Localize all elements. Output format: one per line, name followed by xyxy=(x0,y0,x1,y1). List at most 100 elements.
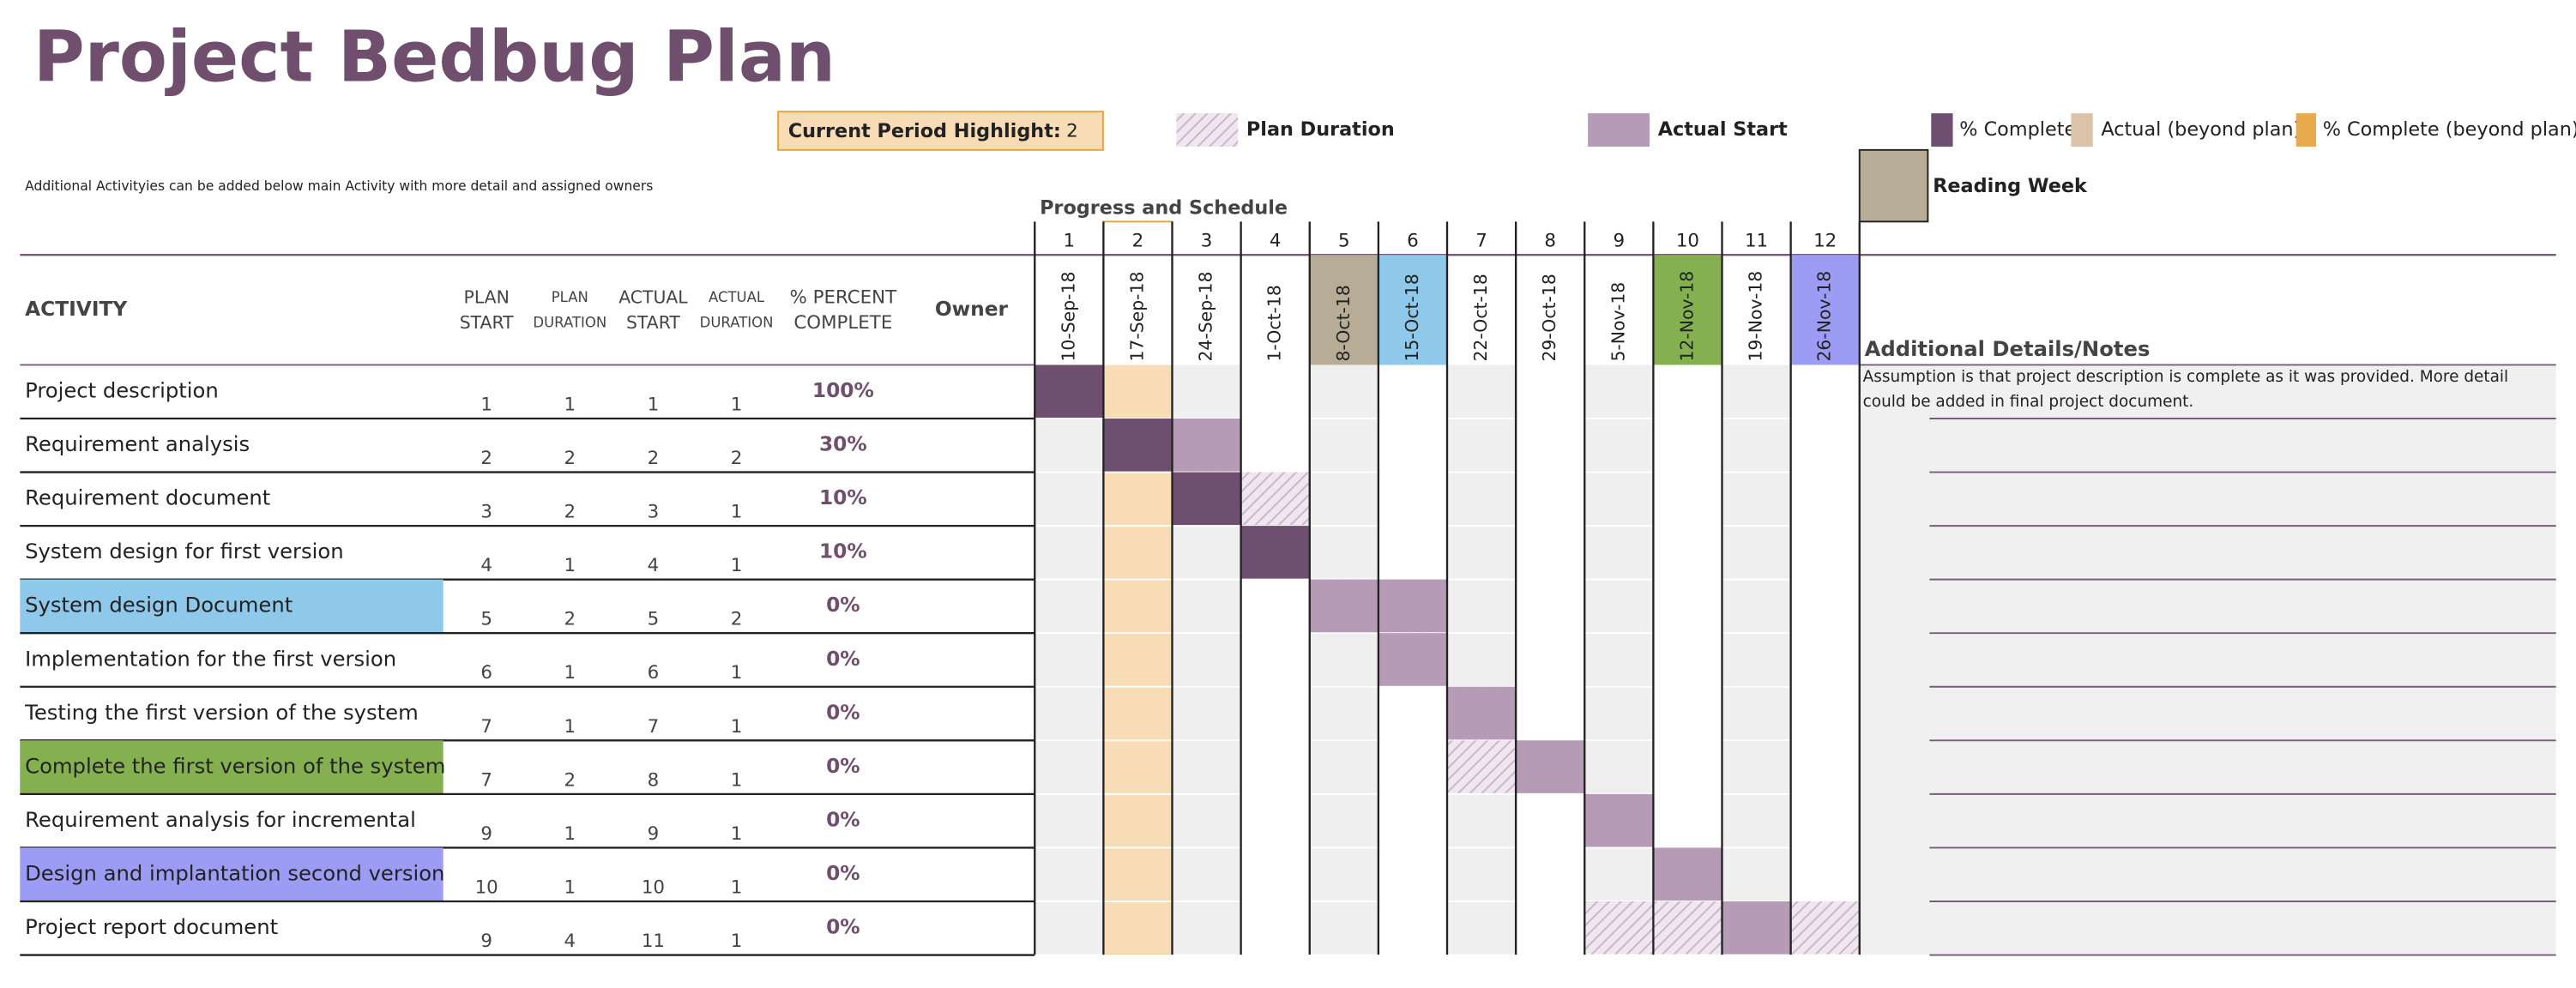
plan-cell xyxy=(1584,901,1654,955)
actual-cell xyxy=(1172,418,1241,473)
cell-number: 1 xyxy=(731,662,743,684)
period-date: 15-Oct-18 xyxy=(1402,274,1422,361)
cell-number: 5 xyxy=(480,609,492,630)
period-date: 1-Oct-18 xyxy=(1264,285,1285,361)
column-header: START xyxy=(460,312,514,333)
activity: Requirement analysis for incremental xyxy=(25,807,416,832)
legend-swatch xyxy=(2295,113,2316,147)
cell-number: 2 xyxy=(480,448,492,469)
period-number: 11 xyxy=(1745,231,1768,252)
period-number: 5 xyxy=(1338,231,1350,252)
cell-number: 1 xyxy=(731,502,743,523)
period-date: 5-Nov-18 xyxy=(1608,282,1628,362)
activity-highlight xyxy=(20,579,443,634)
column-header: ACTIVITY xyxy=(25,298,128,321)
cell-number: 1 xyxy=(731,877,743,898)
cell-number: 2 xyxy=(648,448,660,469)
notes-bg xyxy=(1859,364,2556,955)
cell-number: 7 xyxy=(480,716,492,738)
highlight-value: 2 xyxy=(1066,120,1078,142)
cell-number: 1 xyxy=(731,931,743,952)
column-header: Owner xyxy=(935,298,1009,321)
cell-number: 1 xyxy=(648,394,660,415)
activity: Project description xyxy=(25,378,219,403)
actual-cell xyxy=(1447,686,1517,741)
complete-cell xyxy=(1103,418,1173,473)
cell-number: 2 xyxy=(731,609,743,630)
period-number: 7 xyxy=(1475,231,1487,252)
cell-number: 2 xyxy=(731,448,743,469)
complete-cell xyxy=(1240,526,1310,580)
column-header: ACTUAL xyxy=(618,287,688,308)
cell-number: 1 xyxy=(564,716,576,738)
percent-complete: 0% xyxy=(826,755,860,778)
activity: System design for first version xyxy=(25,539,343,563)
activity: Design and implantation second version xyxy=(25,861,444,886)
period-date: 8-Oct-18 xyxy=(1333,285,1354,361)
period-column xyxy=(1516,364,1585,955)
period-column xyxy=(1722,364,1791,955)
period-date: 12-Nov-18 xyxy=(1676,271,1697,362)
actual-cell xyxy=(1378,579,1448,634)
actual-cell xyxy=(1653,847,1722,901)
column-header: DURATION xyxy=(533,314,606,330)
cell-number: 10 xyxy=(642,877,665,898)
activity: Requirement document xyxy=(25,485,270,510)
period-column xyxy=(1035,364,1104,955)
percent-complete: 0% xyxy=(826,648,860,671)
actual-cell xyxy=(1584,793,1654,848)
cell-number: 2 xyxy=(564,769,576,791)
cell-number: 6 xyxy=(480,662,492,684)
period-date: 22-Oct-18 xyxy=(1470,274,1491,361)
legend-label: Reading Week xyxy=(1933,175,2088,197)
cell-number: 7 xyxy=(648,716,660,738)
column-header: START xyxy=(626,312,680,333)
activity: Implementation for the first version xyxy=(25,646,396,671)
period-date: 17-Sep-18 xyxy=(1126,272,1147,362)
cell-number: 3 xyxy=(480,502,492,523)
period-date: 24-Sep-18 xyxy=(1196,272,1216,362)
period-column xyxy=(1584,364,1654,955)
cell-number: 5 xyxy=(648,609,660,630)
complete-cell xyxy=(1172,472,1241,527)
percent-complete: 10% xyxy=(819,486,867,509)
period-number: 9 xyxy=(1614,231,1626,252)
period-number: 3 xyxy=(1201,231,1213,252)
period-header-fill xyxy=(1653,255,1722,365)
cell-number: 6 xyxy=(648,662,660,684)
percent-complete: 0% xyxy=(826,916,860,939)
activity: Testing the first version of the system xyxy=(24,700,419,725)
highlight-label: Current Period Highlight: xyxy=(788,120,1061,142)
period-date: 19-Nov-18 xyxy=(1746,271,1766,362)
complete-cell xyxy=(1035,364,1104,419)
column-header: % PERCENT xyxy=(790,287,898,309)
activity: Project report document xyxy=(25,914,278,939)
percent-complete: 100% xyxy=(812,379,874,402)
activity-highlight xyxy=(20,847,443,901)
cell-number: 1 xyxy=(731,555,743,576)
cell-number: 1 xyxy=(564,555,576,576)
period-column xyxy=(1240,364,1310,955)
percent-complete: 30% xyxy=(819,433,867,456)
cell-number: 4 xyxy=(648,555,660,576)
period-number: 1 xyxy=(1064,231,1076,252)
cell-number: 1 xyxy=(731,394,743,415)
plan-cell xyxy=(1653,901,1722,955)
legend-swatch xyxy=(1176,113,1239,147)
activity: Complete the first version of the system xyxy=(25,753,445,778)
cell-number: 1 xyxy=(564,823,576,845)
row-note-text: Assumption is that project description i… xyxy=(1862,368,2509,412)
cell-number: 1 xyxy=(731,716,743,738)
period-header-fill xyxy=(1378,255,1448,365)
actual-cell xyxy=(1309,579,1378,634)
legend-label: % Complete (beyond plan) xyxy=(2323,118,2576,141)
actual-cell xyxy=(1722,901,1791,955)
legend-swatch xyxy=(1931,113,1953,147)
cell-number: 1 xyxy=(731,823,743,845)
period-column xyxy=(1447,364,1517,955)
activity: Requirement analysis xyxy=(25,431,250,456)
highlight-box xyxy=(777,111,1104,151)
percent-complete: 0% xyxy=(826,593,860,617)
percent-complete: 10% xyxy=(819,540,867,563)
